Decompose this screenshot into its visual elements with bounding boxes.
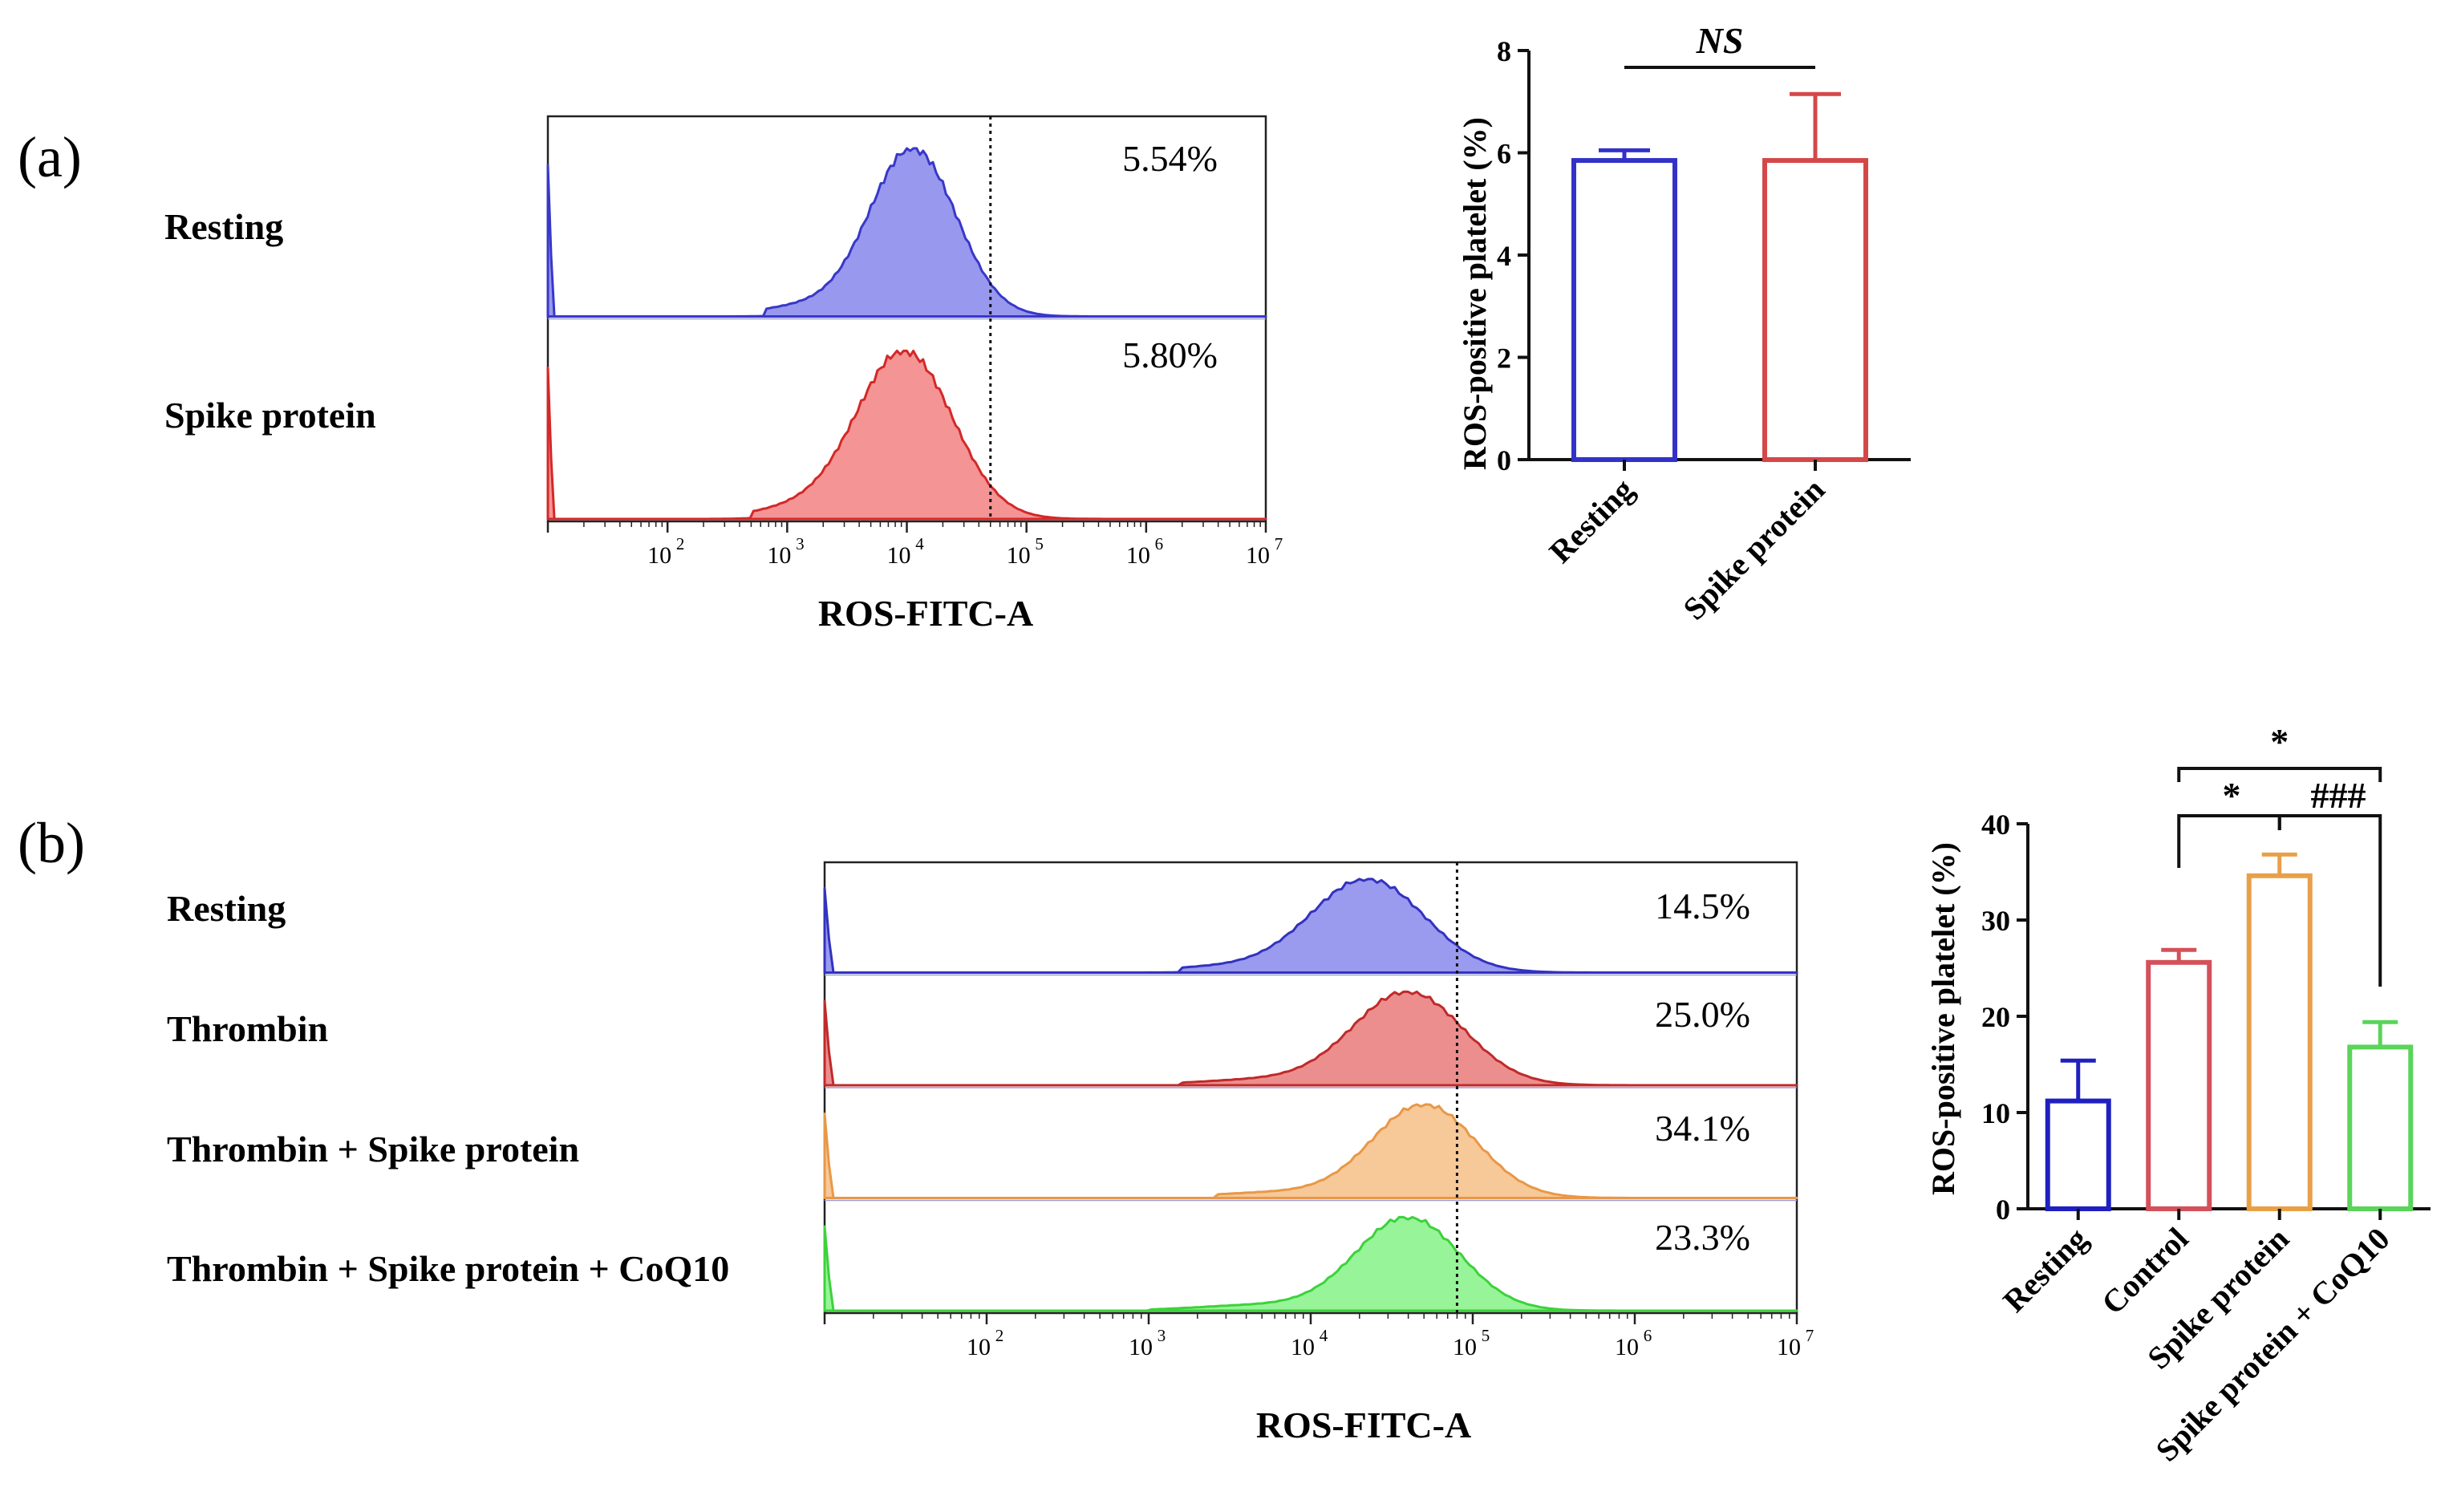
a-percent-resting: 5.54% [1122, 138, 1218, 179]
b-significance-label-0: * [2270, 721, 2289, 762]
b-x-tick-label: 10 [1129, 1334, 1153, 1360]
b-track-label-resting: Resting [167, 888, 286, 929]
a-significance-label-0: NS [1696, 20, 1744, 61]
a-category-label-1: Spike protein [1676, 472, 1831, 627]
a-x-tick-exponent: 4 [915, 534, 924, 553]
b-histogram-track-2 [823, 1103, 1798, 1199]
a-y-tick-label: 6 [1497, 138, 1511, 170]
panel-b-label: (b) [18, 811, 85, 875]
b-bar-2 [2246, 873, 2313, 1212]
a-y-tick-label: 8 [1497, 35, 1511, 67]
a-y-tick-label: 2 [1497, 343, 1511, 375]
b-x-tick-exponent: 5 [1482, 1326, 1490, 1345]
b-x-tick-exponent: 7 [1806, 1326, 1814, 1345]
b-histogram-plot: 10 2 10 3 10 4 10 5 10 6 10 7 [823, 861, 1814, 1360]
a-x-tick-exponent: 3 [796, 534, 805, 553]
a-x-tick-exponent: 2 [676, 534, 685, 553]
a-histogram-x-title: ROS-FITC-A [818, 593, 1033, 634]
b-track-label-thrombin: Thrombin [167, 1008, 328, 1049]
b-histogram-track-3 [823, 1215, 1798, 1312]
a-category-label-0: Resting [1542, 472, 1640, 570]
b-histogram-x-title: ROS-FITC-A [1256, 1405, 1471, 1445]
b-significance-bracket-1 [2177, 814, 2281, 868]
a-x-tick-label: 10 [1007, 542, 1031, 569]
b-category-label-0: Resting [1996, 1221, 2094, 1319]
b-y-tick-label: 30 [1981, 905, 2010, 937]
a-histogram-track-0 [546, 147, 1267, 318]
a-track-label-spike: Spike protein [164, 395, 376, 436]
b-percent-thrombin-spike: 34.1% [1655, 1108, 1750, 1149]
b-x-tick-label: 10 [1291, 1334, 1315, 1360]
b-y-tick-label: 0 [1996, 1194, 2010, 1226]
b-track-label-thrombin-spike-coq10: Thrombin + Spike protein + CoQ10 [167, 1248, 729, 1289]
b-x-tick-exponent: 6 [1644, 1326, 1652, 1345]
a-bar-0 [1571, 158, 1677, 462]
b-y-tick-label: 20 [1981, 1001, 2010, 1033]
b-bar-1 [2146, 959, 2212, 1212]
a-x-tick-label: 10 [767, 542, 791, 569]
b-histogram-track-0 [823, 878, 1798, 974]
b-bar-0 [2045, 1098, 2111, 1211]
panel-a-label: (a) [18, 125, 82, 189]
a-percent-spike: 5.80% [1122, 334, 1218, 375]
b-percent-thrombin-spike-coq10: 23.3% [1655, 1217, 1750, 1258]
a-bar-1 [1762, 158, 1868, 462]
b-x-tick-label: 10 [1453, 1334, 1477, 1360]
a-x-tick-label: 10 [647, 542, 671, 569]
b-x-tick-exponent: 2 [995, 1326, 1004, 1345]
a-x-tick-exponent: 6 [1155, 534, 1164, 553]
a-bar-chart: 0 2 4 6 8 Resting Spike protein NS [1497, 20, 1911, 627]
b-x-tick-exponent: 4 [1320, 1326, 1328, 1345]
b-significance-bracket-0 [2177, 767, 2382, 782]
a-x-tick-exponent: 7 [1275, 534, 1283, 553]
a-bar-y-title: ROS-positive platelet (%) [1457, 117, 1493, 470]
a-y-tick-label: 0 [1497, 444, 1511, 476]
b-bar-y-title: ROS-positive platelet (%) [1925, 842, 1961, 1195]
b-x-tick-label: 10 [1615, 1334, 1639, 1360]
b-bar-3 [2347, 1044, 2414, 1212]
b-histogram-track-1 [823, 990, 1798, 1087]
a-histogram-track-1 [546, 349, 1267, 521]
a-x-tick-exponent: 5 [1035, 534, 1044, 553]
b-significance-label-2: ### [2311, 775, 2366, 816]
b-significance-label-1: * [2223, 775, 2241, 816]
a-x-tick-label: 10 [887, 542, 911, 569]
a-y-tick-label: 4 [1497, 240, 1511, 272]
b-track-label-thrombin-spike: Thrombin + Spike protein [167, 1129, 579, 1169]
a-x-tick-label: 10 [1246, 542, 1270, 569]
b-percent-thrombin: 25.0% [1655, 994, 1750, 1035]
a-x-tick-label: 10 [1126, 542, 1150, 569]
b-x-tick-label: 10 [1777, 1334, 1801, 1360]
b-y-tick-label: 40 [1981, 809, 2010, 841]
b-x-tick-label: 10 [967, 1334, 991, 1360]
b-x-tick-exponent: 3 [1158, 1326, 1166, 1345]
b-y-tick-label: 10 [1981, 1097, 2010, 1129]
a-track-label-resting: Resting [164, 206, 283, 247]
a-histogram-plot: 10 2 10 3 10 4 10 5 10 6 10 7 [546, 115, 1283, 569]
b-category-label-1: Control [2094, 1221, 2195, 1322]
b-significance-bracket-2 [2277, 814, 2382, 987]
b-percent-resting: 14.5% [1655, 886, 1750, 926]
